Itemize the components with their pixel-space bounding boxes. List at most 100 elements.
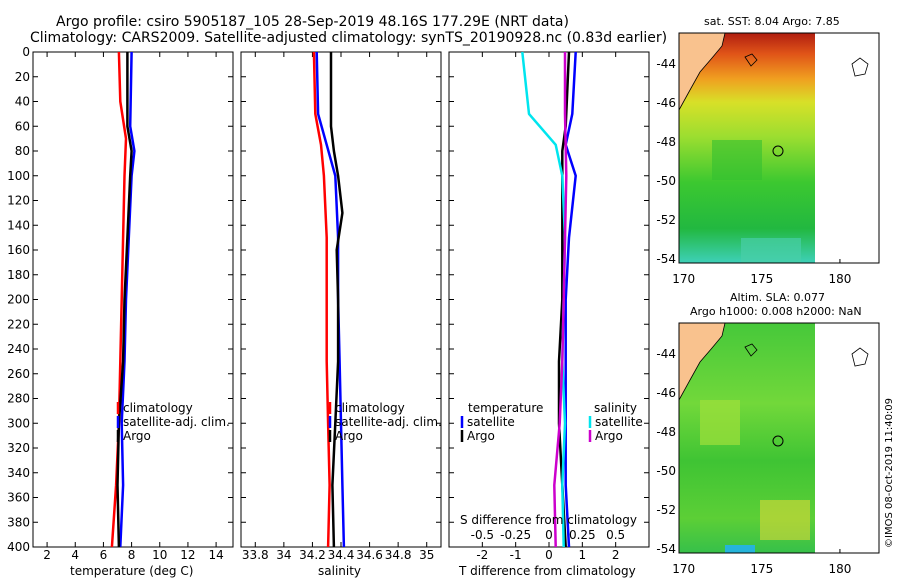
x-tick-label: 0 bbox=[545, 548, 553, 562]
chatham-island-outline bbox=[744, 53, 758, 67]
argo-position-marker bbox=[772, 435, 784, 447]
series-line-climatology bbox=[312, 51, 331, 548]
temperature-panel-frame bbox=[32, 51, 234, 548]
sla-map-title-line1: Altim. SLA: 0.077 bbox=[730, 291, 825, 304]
credit-timestamp: ©IMOS 08-Oct-2019 11:40:09 bbox=[884, 398, 895, 548]
map-x-tick-label: 175 bbox=[750, 562, 773, 576]
sst-map-panel: sat. SST: 8.04 Argo: 7.85 bbox=[678, 15, 880, 264]
temperature-axis-label: temperature (deg C) bbox=[70, 564, 193, 578]
sla-yellow-patch bbox=[760, 500, 810, 540]
x-tick-label: 4 bbox=[71, 548, 79, 562]
x-tick-label: 2 bbox=[43, 548, 51, 562]
map-x-tick-label: 170 bbox=[672, 272, 695, 286]
series-line-t-argo bbox=[557, 51, 571, 548]
salinity-legend: climatology satellite-adj. clim. Argo bbox=[328, 401, 442, 443]
y-tick-label: 400 bbox=[7, 540, 30, 554]
map-y-tick-label: -48 bbox=[656, 135, 676, 149]
x-tick-label: -2 bbox=[476, 548, 488, 562]
sla-map-title-line2: Argo h1000: 0.008 h2000: NaN bbox=[690, 305, 862, 318]
sst-cyan-patch bbox=[741, 238, 801, 263]
series-line-t-satellite bbox=[564, 51, 577, 548]
legend-title-temperature: temperature bbox=[468, 401, 543, 415]
map-x-tick-label: 170 bbox=[672, 562, 695, 576]
s-tick-label: 0 bbox=[545, 528, 553, 542]
y-tick-label: 300 bbox=[7, 416, 30, 430]
x-tick-label: 1 bbox=[579, 548, 587, 562]
x-tick-label: 34.4 bbox=[328, 548, 355, 562]
t-difference-axis-label: T difference from climatology bbox=[458, 564, 636, 578]
legend-label-climatology: climatology bbox=[123, 401, 193, 415]
x-tick-label: -1 bbox=[510, 548, 522, 562]
y-tick-label: 380 bbox=[7, 515, 30, 529]
title-line2: Climatology: CARS2009. Satellite-adjuste… bbox=[30, 30, 667, 46]
y-tick-label: 220 bbox=[7, 317, 30, 331]
x-tick-label: 6 bbox=[100, 548, 108, 562]
new-zealand-land bbox=[678, 32, 726, 111]
map-y-tick-label: -48 bbox=[656, 425, 676, 439]
series-line-satellite-adj-clim- bbox=[119, 51, 136, 548]
map-x-tick-label: 175 bbox=[750, 272, 773, 286]
y-tick-label: 20 bbox=[15, 70, 30, 84]
map-y-tick-label: -54 bbox=[656, 542, 676, 556]
y-tick-label: 160 bbox=[7, 243, 30, 257]
sst-map-title: sat. SST: 8.04 Argo: 7.85 bbox=[704, 15, 840, 28]
y-tick-label: 280 bbox=[7, 392, 30, 406]
y-tick-label: 80 bbox=[15, 144, 30, 158]
sla-blue-patch bbox=[725, 545, 755, 553]
map-y-tick-label: -50 bbox=[656, 464, 676, 478]
map-y-tick-label: -46 bbox=[656, 386, 676, 400]
s-tick-label: -0.25 bbox=[500, 528, 531, 542]
x-tick-label: 34.2 bbox=[299, 548, 326, 562]
map-y-tick-label: -54 bbox=[656, 252, 676, 266]
x-tick-label: 35 bbox=[419, 548, 434, 562]
new-zealand-land bbox=[678, 322, 726, 401]
y-tick-label: 60 bbox=[15, 119, 30, 133]
legend-label-satellite: satellite-adj. clim. bbox=[123, 415, 230, 429]
y-tick-label: 240 bbox=[7, 342, 30, 356]
map-x-tick-label: 180 bbox=[828, 562, 851, 576]
legend-label-s-satellite: satellite bbox=[595, 415, 643, 429]
x-tick-label: 12 bbox=[180, 548, 195, 562]
y-tick-label: 340 bbox=[7, 466, 30, 480]
legend-label-t-argo: Argo bbox=[467, 429, 495, 443]
chatham-island-outline bbox=[744, 343, 758, 357]
y-tick-label: 200 bbox=[7, 293, 30, 307]
sla-high-patch bbox=[700, 400, 740, 445]
map-y-tick-label: -44 bbox=[656, 347, 676, 361]
legend-label-s-argo: Argo bbox=[595, 429, 623, 443]
x-tick-label: 2 bbox=[612, 548, 620, 562]
legend-label-climatology: climatology bbox=[335, 401, 405, 415]
s-tick-label: 0.25 bbox=[569, 528, 596, 542]
y-tick-label: 120 bbox=[7, 194, 30, 208]
x-tick-label: 34.6 bbox=[356, 548, 383, 562]
legend-title-salinity: salinity bbox=[594, 401, 637, 415]
series-line-s-argo bbox=[553, 52, 568, 548]
sst-cool-patch bbox=[712, 140, 762, 180]
y-tick-label: 180 bbox=[7, 268, 30, 282]
ticks-layer: 0204060801001201401601802002202402602803… bbox=[7, 45, 851, 576]
series-layer bbox=[110, 51, 577, 548]
s-tick-label: 0.5 bbox=[606, 528, 625, 542]
map-y-tick-label: -50 bbox=[656, 174, 676, 188]
y-tick-label: 40 bbox=[15, 95, 30, 109]
s-tick-label: -0.5 bbox=[471, 528, 494, 542]
x-tick-label: 34 bbox=[276, 548, 291, 562]
sla-map-panel: Altim. SLA: 0.077 Argo h1000: 0.008 h200… bbox=[678, 291, 880, 554]
title-line1: Argo profile: csiro 5905187_105 28-Sep-2… bbox=[56, 14, 569, 30]
series-line-argo bbox=[329, 52, 344, 548]
y-tick-label: 100 bbox=[7, 169, 30, 183]
x-tick-label: 33.8 bbox=[242, 548, 269, 562]
island-outline bbox=[851, 347, 869, 367]
island-outline bbox=[851, 57, 869, 77]
sla-map-frame bbox=[678, 322, 880, 554]
y-tick-label: 320 bbox=[7, 441, 30, 455]
legend-label-argo: Argo bbox=[335, 429, 363, 443]
map-x-tick-label: 180 bbox=[828, 272, 851, 286]
legend-label-argo: Argo bbox=[123, 429, 151, 443]
y-tick-label: 140 bbox=[7, 218, 30, 232]
difference-panel-frame bbox=[448, 51, 650, 548]
y-tick-label: 260 bbox=[7, 367, 30, 381]
s-difference-axis-label: S difference from climatology bbox=[460, 513, 637, 527]
x-tick-label: 14 bbox=[208, 548, 223, 562]
salinity-axis-label: salinity bbox=[318, 564, 361, 578]
